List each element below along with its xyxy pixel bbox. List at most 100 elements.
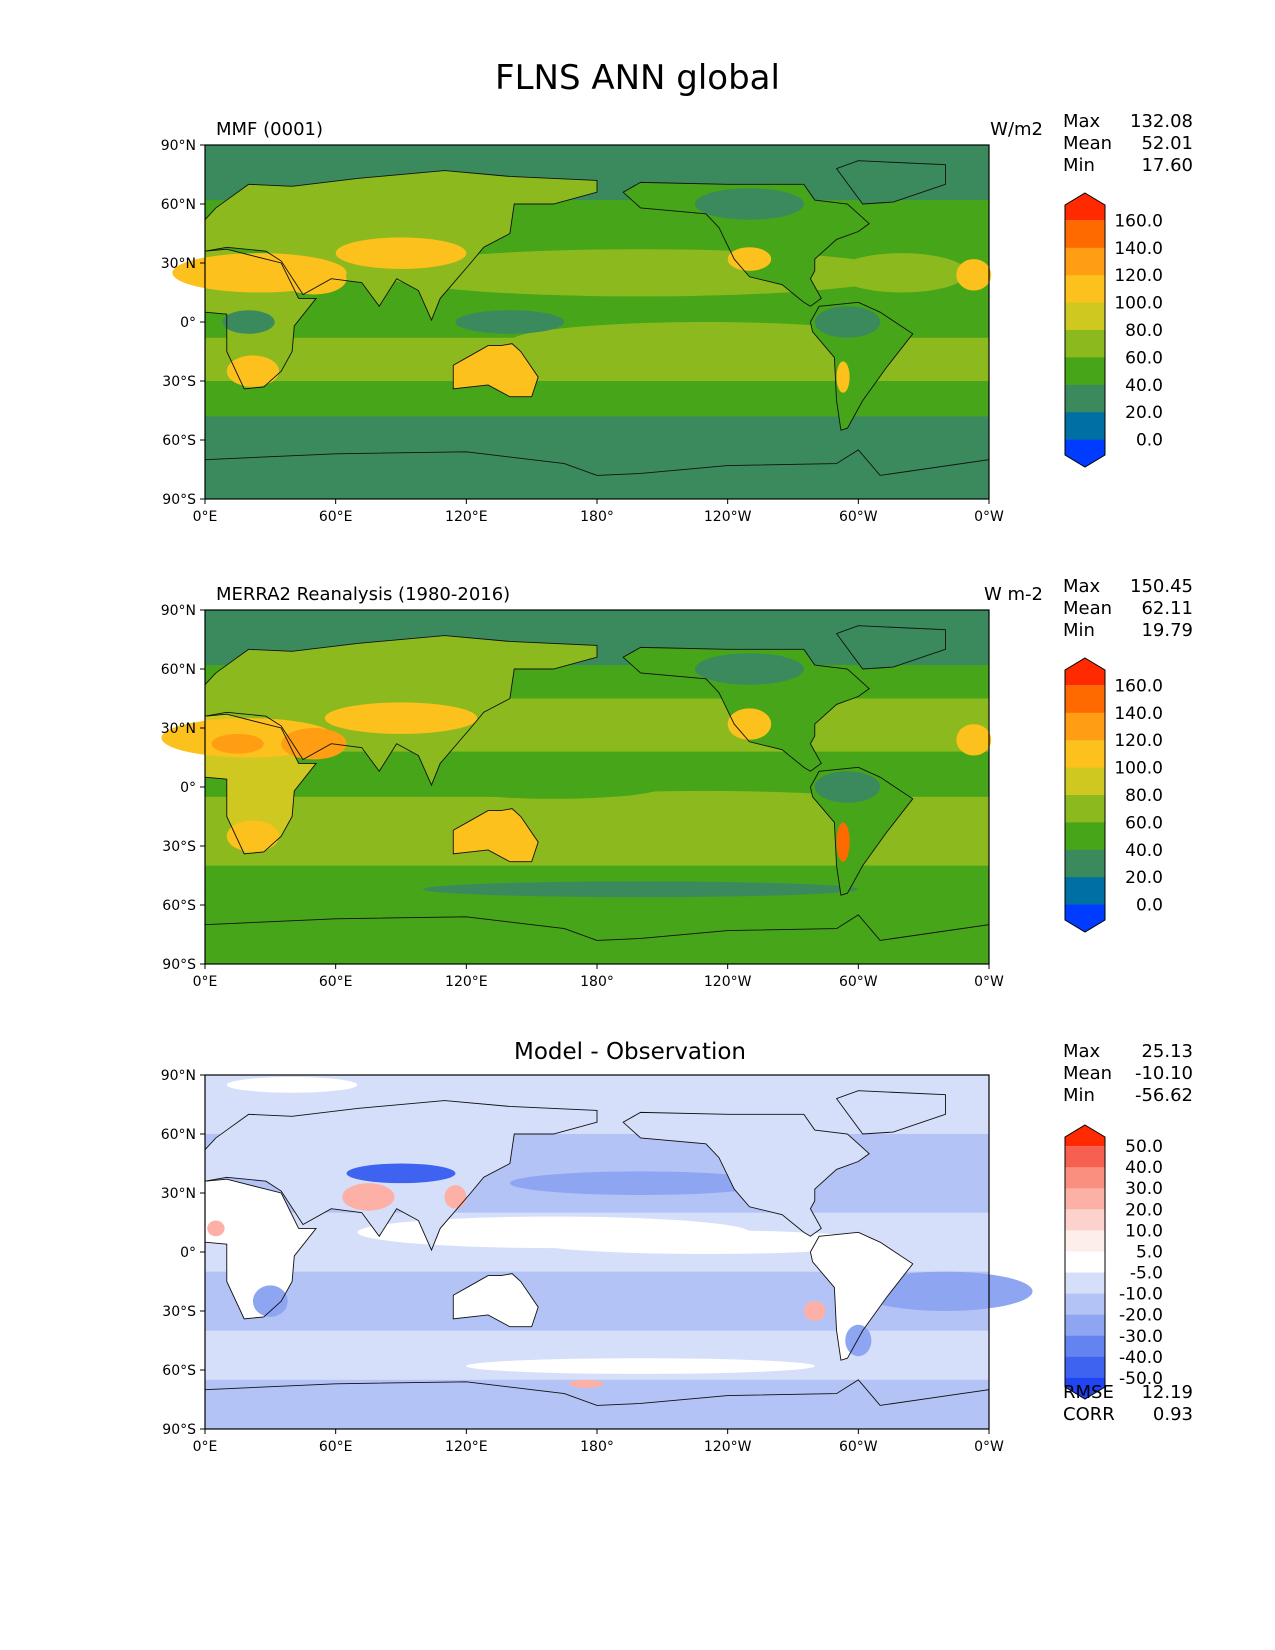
lat-tick-label: 90°S: [162, 1422, 196, 1438]
land-antarctica: [205, 914, 989, 964]
colorbar-label: 40.0: [1125, 841, 1163, 861]
stats-box: Max 150.45 Mean 62.11 Min 19.79: [1063, 576, 1193, 642]
lon-tick-label: 120°W: [704, 509, 752, 525]
map-plot: 90°N 60°N 30°N 0° 30°S 60°S 90°S0°E 60°E 120°E 18…: [161, 138, 1004, 525]
lat-tick-label: 30°N: [161, 256, 196, 272]
lon-tick-label: 0°E: [193, 1439, 218, 1455]
colorbar-label: 140.0: [1114, 704, 1163, 724]
field-patch: [956, 724, 992, 756]
lat-tick-label: 90°N: [161, 603, 196, 619]
field-patch: [222, 310, 275, 334]
colorbar-outline: [1064, 192, 1106, 468]
lat-tick-label: 30°S: [162, 839, 196, 855]
lon-tick-label: 0°W: [974, 974, 1004, 990]
colorbar-label: 60.0: [1125, 813, 1163, 833]
colorbar-label: 80.0: [1125, 321, 1163, 341]
colorbar-label: 0.0: [1136, 431, 1163, 451]
coastline-africa: [204, 248, 317, 390]
colorbar-label: -30.0: [1119, 1327, 1163, 1347]
lon-tick-label: 60°W: [839, 974, 878, 990]
coastline-australia: [452, 1273, 539, 1328]
land-australia: [453, 1273, 539, 1327]
field-patch: [346, 1163, 456, 1184]
lon-tick-label: 120°E: [445, 974, 488, 990]
lat-tick-label: 60°N: [161, 662, 196, 678]
lat-tick-label: 30°N: [161, 721, 196, 737]
panel-units: W m-2: [983, 584, 1043, 605]
stat-max: Max 150.45: [1063, 576, 1193, 597]
colorbar-segment: [1065, 357, 1105, 386]
colorbar: 160.0 140.0 120.0 100.0 80.0 60.0 40.0 20.0 0.0: [1064, 657, 1163, 933]
coastline-namerica: [622, 181, 870, 307]
lon-tick-label: 0°W: [974, 509, 1004, 525]
lon-tick-label: 60°W: [839, 509, 878, 525]
lat-tick-label: 0°: [180, 780, 196, 796]
colorbar-segment: [1065, 1293, 1105, 1316]
coastline-samerica: [809, 301, 914, 431]
lon-tick-label: 0°E: [193, 509, 218, 525]
lat-tick-label: 60°S: [162, 433, 196, 449]
lon-tick-label: 0°E: [193, 974, 218, 990]
coastline-africa: [204, 713, 317, 855]
field-patch: [444, 775, 663, 799]
panel-title: MERRA2 Reanalysis (1980-2016): [216, 584, 511, 605]
land-namerica: [623, 182, 870, 307]
field-patch: [836, 253, 968, 293]
lon-tick-label: 60°E: [319, 509, 353, 525]
map-plot: 90°N 60°N 30°N 0° 30°S 60°S 90°S0°E 60°E 120°E 18…: [161, 1068, 1033, 1455]
panel-title: Model - Observation: [513, 1039, 747, 1065]
lat-tick-label: 90°S: [162, 957, 196, 973]
lon-tick-label: 120°W: [704, 974, 752, 990]
colorbar-segment: [1065, 685, 1105, 714]
colorbar-segment: [1065, 247, 1105, 276]
colorbar-segment: [1065, 1251, 1105, 1274]
lon-tick-label: 0°W: [974, 1439, 1004, 1455]
panel-units: W/m2: [990, 119, 1043, 140]
colorbar-label: -40.0: [1119, 1348, 1163, 1368]
colorbar-label: -10.0: [1119, 1285, 1163, 1305]
colorbar-segment: [1065, 384, 1105, 413]
colorbar-label: 5.0: [1136, 1242, 1163, 1262]
field-patch: [444, 1185, 467, 1209]
field-patch: [211, 733, 264, 754]
stat-mean: Mean -10.10: [1063, 1063, 1193, 1084]
lat-tick-label: 0°: [180, 315, 196, 331]
stat-min: Min 19.79: [1063, 620, 1193, 641]
colorbar-segment: [1065, 1272, 1105, 1295]
colorbar-label: 80.0: [1125, 786, 1163, 806]
field-patch: [531, 1230, 881, 1254]
colorbar-segment: [1065, 1230, 1105, 1252]
colorbar-label: 20.0: [1125, 868, 1163, 888]
colorbar: 50.040.030.020.010.05.0-5.0-10.0-20.0-30…: [1064, 1124, 1163, 1400]
lat-tick-label: 30°S: [162, 1304, 196, 1320]
colorbar-segment: [1065, 1188, 1105, 1210]
field-patch: [207, 1220, 225, 1237]
coastline-greenland: [835, 160, 946, 205]
land-antarctica: [205, 449, 989, 499]
field-patch: [845, 1324, 872, 1357]
field-patch: [466, 1358, 815, 1374]
colorbar-label: 160.0: [1114, 676, 1163, 696]
coastline-namerica: [622, 646, 870, 772]
colorbar-segment: [1065, 275, 1105, 304]
coastline-eurasia: [204, 170, 598, 322]
field-patch: [568, 1379, 604, 1388]
land-antarctica: [205, 1379, 989, 1429]
field-patch: [226, 1076, 358, 1093]
colorbar-segment: [1065, 220, 1105, 249]
stats-box: Max 25.13 Mean -10.10 Min -56.62: [1063, 1041, 1193, 1107]
colorbar-label: 140.0: [1114, 239, 1163, 259]
field-patch: [836, 361, 850, 393]
colorbar-segment: [1065, 1314, 1105, 1337]
map-plot: 90°N 60°N 30°N 0° 30°S 60°S 90°S0°E 60°E 120°E 18…: [161, 603, 1004, 990]
field-patch: [335, 237, 467, 269]
lon-tick-label: 60°W: [839, 1439, 878, 1455]
colorbar-label: 100.0: [1114, 759, 1163, 779]
lon-tick-label: 120°W: [704, 1439, 752, 1455]
colorbar-label: 0.0: [1136, 896, 1163, 916]
field-patch: [695, 653, 804, 685]
colorbar: 160.0 140.0 120.0 100.0 80.0 60.0 40.0 20.0 0.0: [1064, 192, 1163, 468]
land-africa: [205, 1179, 317, 1319]
lat-tick-label: 60°N: [161, 1127, 196, 1143]
lon-tick-label: 120°E: [445, 509, 488, 525]
